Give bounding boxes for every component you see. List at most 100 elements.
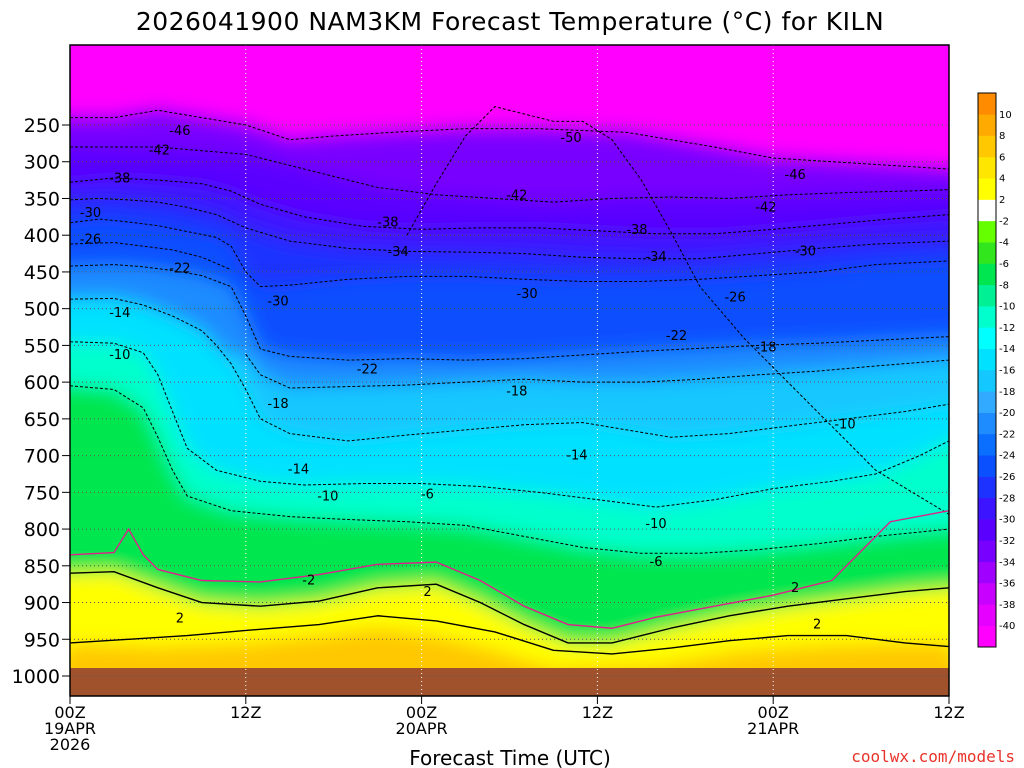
x-tick-label: 12Z bbox=[582, 703, 613, 722]
isotherm-line bbox=[70, 615, 949, 655]
contour-label: -14 bbox=[566, 449, 587, 464]
x-tick-label: 21APR bbox=[747, 719, 799, 738]
contour-label: -14 bbox=[109, 306, 130, 321]
contour-label: -18 bbox=[755, 341, 776, 356]
isotherm-contours bbox=[70, 106, 949, 655]
isotherm-line bbox=[70, 109, 949, 170]
contour-label: -22 bbox=[357, 363, 378, 378]
x-tick-label: 20APR bbox=[396, 719, 448, 738]
contour-label: -30 bbox=[80, 206, 101, 221]
y-tick-label: 350 bbox=[24, 188, 60, 210]
colorbar-swatch bbox=[978, 242, 996, 264]
isotherm-line bbox=[70, 264, 949, 361]
contour-label: -34 bbox=[645, 250, 666, 265]
contour-label: -30 bbox=[795, 244, 816, 259]
freezing-line bbox=[70, 510, 949, 629]
colorbar-label: -38 bbox=[999, 600, 1015, 611]
isotherm-line bbox=[245, 353, 949, 389]
x-tick-label: 19APR bbox=[44, 719, 96, 738]
contour-label: -46 bbox=[169, 124, 190, 139]
y-tick-label: 600 bbox=[24, 372, 60, 394]
contour-labels: -50-46-42-38-30-26-22-14-10-30-38-34-42-… bbox=[80, 124, 856, 633]
colorbar-swatch bbox=[978, 178, 996, 200]
colorbar-frame bbox=[977, 92, 997, 648]
contour-label: -26 bbox=[80, 233, 101, 248]
y-axis: 250 300 350 400 450 500 550 600 650 700 750 800 850 9… bbox=[12, 115, 70, 688]
contour-label: -42 bbox=[506, 189, 527, 204]
contour-label: -10 bbox=[109, 348, 130, 363]
x-tick-label: 2026 bbox=[50, 735, 91, 754]
contour-label: -50 bbox=[560, 131, 581, 146]
colorbar-swatch bbox=[978, 455, 996, 477]
y-tick-label: 400 bbox=[24, 225, 60, 247]
colorbar-label: -36 bbox=[999, 579, 1015, 590]
contour-label: -22 bbox=[666, 329, 687, 344]
y-tick-label: 850 bbox=[24, 556, 60, 578]
contour-label: -10 bbox=[834, 418, 855, 433]
isotherm-line bbox=[70, 177, 949, 235]
contour-label: -10 bbox=[645, 517, 666, 532]
credit-text: coolwx.com/models bbox=[851, 747, 1015, 766]
y-tick-label: 900 bbox=[24, 593, 60, 615]
colorbar-label: -2 bbox=[999, 216, 1009, 227]
colorbar-swatch bbox=[978, 476, 996, 499]
colorbar-swatch bbox=[978, 93, 996, 115]
y-tick-label: 300 bbox=[24, 152, 60, 174]
x-tick-label: 00Z bbox=[406, 703, 437, 722]
colorbar-swatch bbox=[978, 412, 996, 435]
contour-label: -18 bbox=[267, 397, 288, 412]
colorbar-label: -34 bbox=[999, 557, 1015, 568]
colorbar-label: -18 bbox=[999, 387, 1015, 398]
contour-label: -10 bbox=[317, 490, 338, 505]
colorbar-label: 8 bbox=[999, 131, 1005, 142]
colorbar-swatch bbox=[978, 497, 996, 520]
contour-label: -38 bbox=[626, 223, 647, 238]
colorbar-label: -4 bbox=[999, 238, 1009, 249]
colorbar-swatch bbox=[978, 370, 996, 392]
contour-label: -6 bbox=[650, 555, 663, 570]
colorbar-label: -40 bbox=[999, 621, 1015, 632]
isotherm-line bbox=[70, 242, 232, 271]
chart-title: 2026041900 NAM3KM Forecast Temperature (… bbox=[136, 7, 884, 36]
x-axis-title: Forecast Time (UTC) bbox=[409, 746, 611, 768]
isotherm-line bbox=[70, 297, 949, 442]
contour-label: -42 bbox=[755, 200, 776, 215]
x-tick-label: 12Z bbox=[933, 703, 964, 722]
y-tick-label: 950 bbox=[24, 629, 60, 651]
y-tick-label: 650 bbox=[24, 409, 60, 431]
colorbar-label: -6 bbox=[999, 259, 1009, 270]
contour-label: -42 bbox=[149, 144, 170, 159]
contour-label: 2 bbox=[791, 581, 799, 596]
colorbar-label: -26 bbox=[999, 472, 1015, 483]
contour-label: -2 bbox=[302, 573, 315, 588]
contour-label: -34 bbox=[388, 245, 409, 260]
colorbar-swatch bbox=[978, 391, 996, 413]
contour-label: -22 bbox=[169, 261, 190, 276]
isotherm-line bbox=[70, 197, 949, 260]
colorbar-swatch bbox=[978, 220, 996, 243]
colorbar: -40-38-36-34-32-30-28-26-24-22-20-18-16-… bbox=[977, 92, 1015, 648]
colorbar-swatch bbox=[978, 327, 996, 349]
y-tick-label: 800 bbox=[24, 519, 60, 541]
contour-label: -30 bbox=[516, 287, 537, 302]
colorbar-label: 10 bbox=[999, 110, 1012, 121]
contour-label: -6 bbox=[421, 488, 434, 503]
colorbar-swatch bbox=[978, 284, 996, 307]
isotherm-line bbox=[70, 146, 949, 203]
colorbar-label: -22 bbox=[999, 429, 1015, 440]
y-tick-label: 250 bbox=[24, 115, 60, 137]
contour-label: 2 bbox=[813, 618, 821, 633]
plot-frame bbox=[69, 44, 950, 697]
x-tick-label: 00Z bbox=[54, 703, 85, 722]
colorbar-label: -14 bbox=[999, 344, 1015, 355]
temperature-fill-bands bbox=[70, 110, 949, 696]
colorbar-swatch bbox=[978, 306, 996, 328]
contour-label: -38 bbox=[377, 216, 398, 231]
colorbar-label: -28 bbox=[999, 493, 1015, 504]
y-tick-label: 500 bbox=[24, 299, 60, 321]
colorbar-swatch bbox=[978, 561, 996, 584]
colorbar-label: 2 bbox=[999, 195, 1005, 206]
colorbar-label: 6 bbox=[999, 152, 1005, 163]
